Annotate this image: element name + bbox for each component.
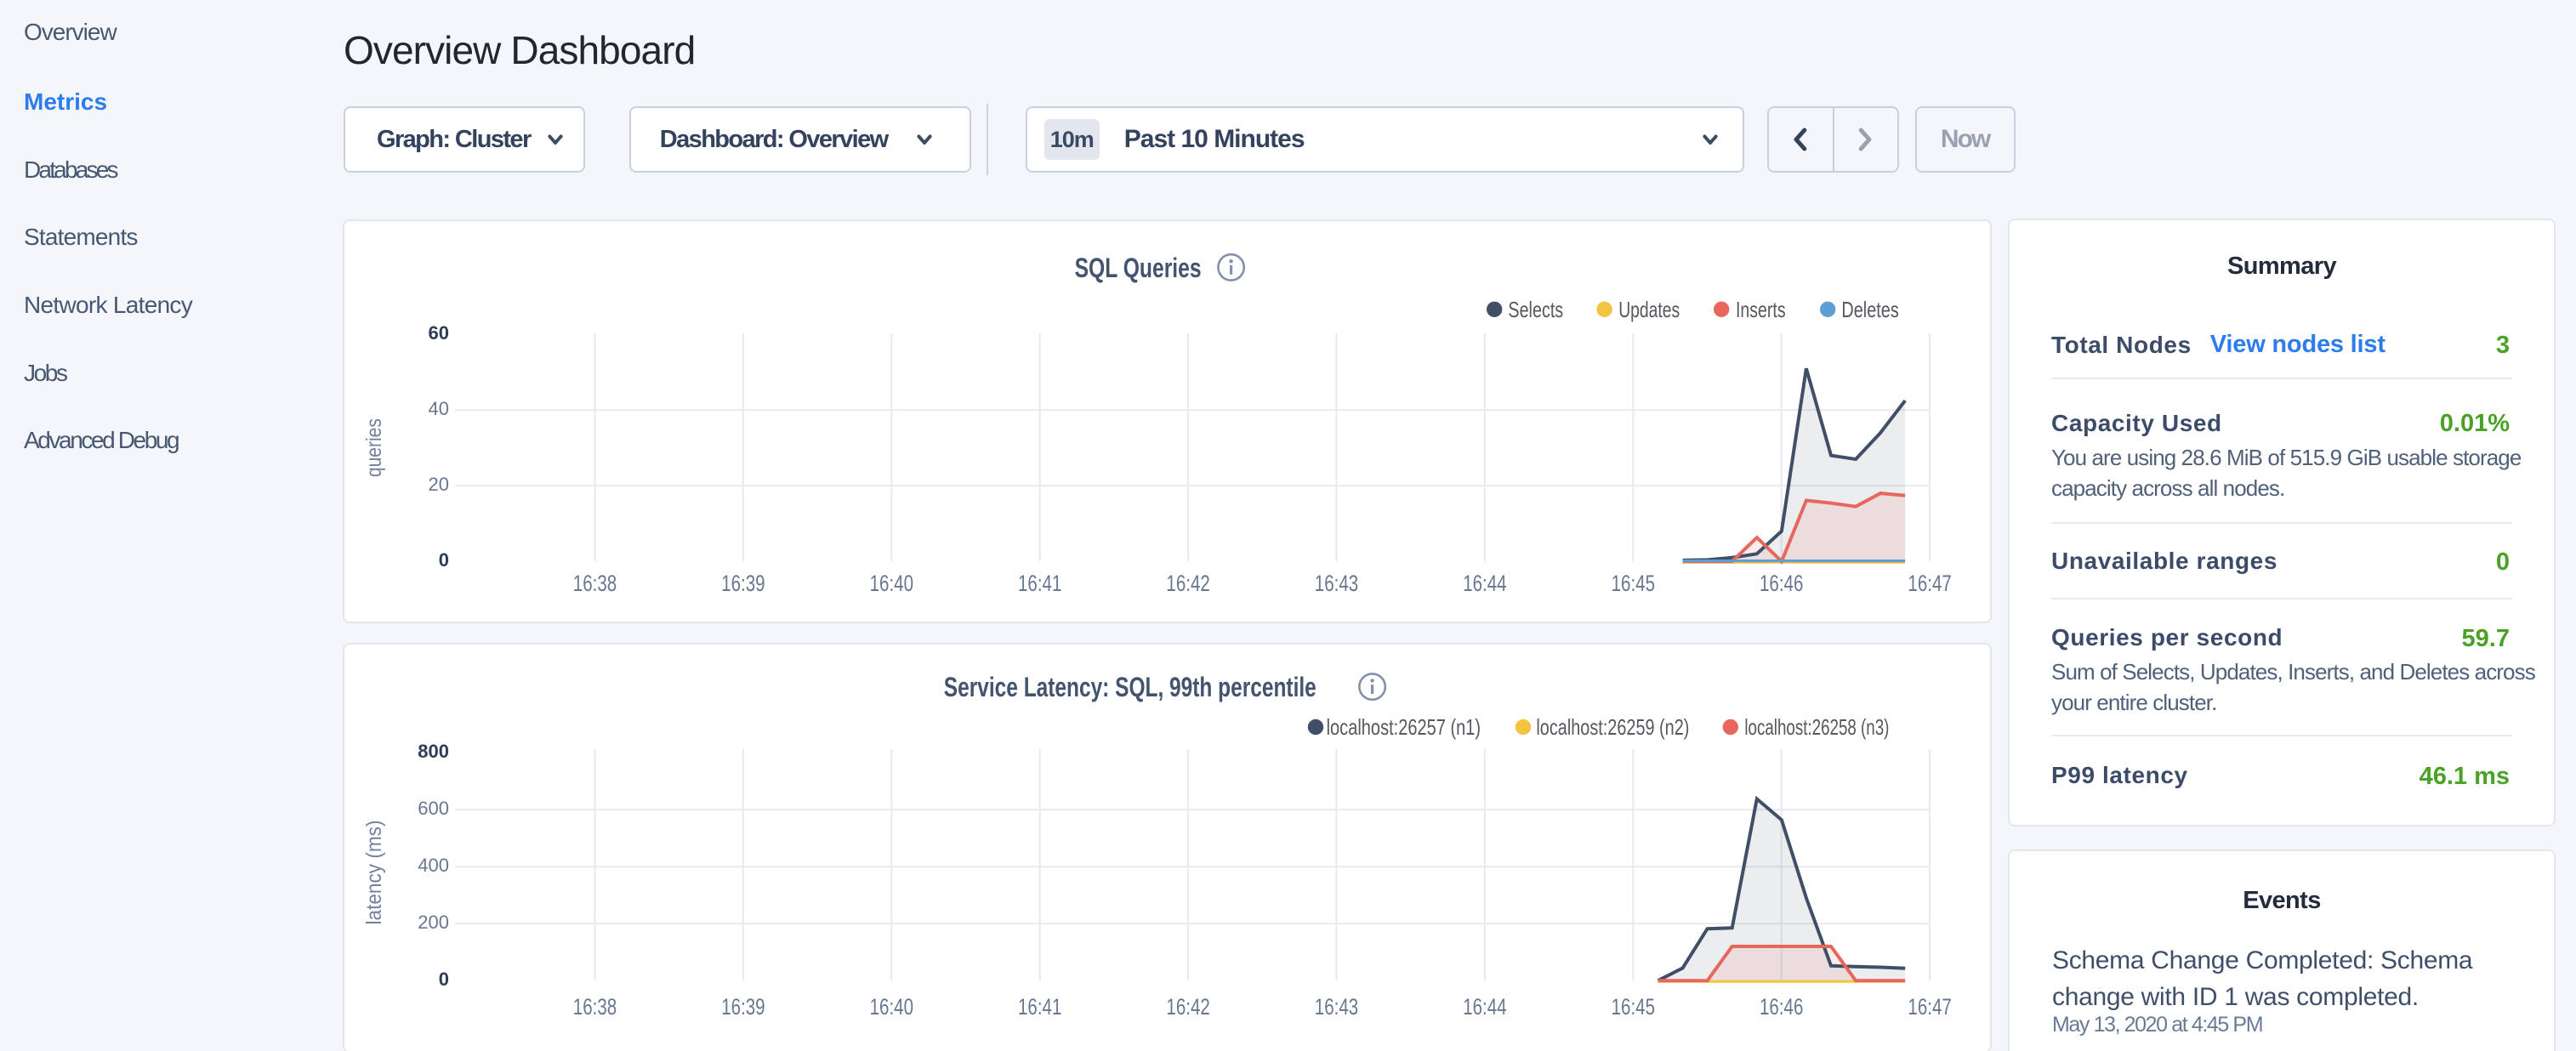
svg-text:16:39: 16:39 bbox=[721, 571, 765, 596]
svg-text:16:46: 16:46 bbox=[1760, 994, 1803, 1020]
svg-text:16:46: 16:46 bbox=[1760, 571, 1803, 596]
svg-text:16:47: 16:47 bbox=[1908, 571, 1951, 596]
svg-text:16:41: 16:41 bbox=[1018, 994, 1061, 1020]
svg-text:16:47: 16:47 bbox=[1908, 994, 1951, 1020]
svg-text:16:40: 16:40 bbox=[870, 994, 913, 1020]
svg-text:16:45: 16:45 bbox=[1612, 571, 1655, 596]
svg-text:16:43: 16:43 bbox=[1315, 994, 1358, 1020]
svg-text:16:43: 16:43 bbox=[1315, 571, 1358, 596]
svg-text:600: 600 bbox=[418, 798, 449, 819]
svg-text:0: 0 bbox=[439, 969, 449, 990]
svg-text:200: 200 bbox=[418, 912, 449, 933]
svg-text:16:38: 16:38 bbox=[573, 571, 617, 596]
svg-text:queries: queries bbox=[362, 418, 386, 477]
svg-text:Deletes: Deletes bbox=[1841, 297, 1898, 322]
svg-text:SQL Queries: SQL Queries bbox=[1075, 252, 1202, 283]
svg-text:Selects: Selects bbox=[1508, 297, 1563, 322]
svg-text:800: 800 bbox=[418, 741, 449, 762]
svg-text:localhost:26259 (n2): localhost:26259 (n2) bbox=[1536, 714, 1689, 740]
svg-text:20: 20 bbox=[429, 474, 449, 495]
svg-text:16:38: 16:38 bbox=[573, 994, 617, 1020]
svg-text:localhost:26257 (n1): localhost:26257 (n1) bbox=[1327, 714, 1481, 740]
svg-text:localhost:26258 (n3): localhost:26258 (n3) bbox=[1744, 714, 1889, 740]
svg-text:16:40: 16:40 bbox=[870, 571, 913, 596]
svg-text:60: 60 bbox=[429, 322, 449, 344]
svg-text:Updates: Updates bbox=[1618, 297, 1680, 322]
svg-text:16:39: 16:39 bbox=[721, 994, 765, 1020]
svg-text:0: 0 bbox=[439, 549, 449, 571]
svg-text:16:45: 16:45 bbox=[1612, 994, 1655, 1020]
svg-text:400: 400 bbox=[418, 855, 449, 876]
svg-text:16:42: 16:42 bbox=[1166, 571, 1209, 596]
svg-text:latency (ms): latency (ms) bbox=[362, 821, 386, 925]
svg-text:Inserts: Inserts bbox=[1736, 297, 1786, 322]
svg-text:16:42: 16:42 bbox=[1166, 994, 1209, 1020]
svg-text:16:44: 16:44 bbox=[1463, 571, 1506, 596]
svg-text:Service Latency: SQL, 99th per: Service Latency: SQL, 99th percentile bbox=[944, 671, 1316, 702]
svg-text:16:41: 16:41 bbox=[1018, 571, 1061, 596]
svg-text:40: 40 bbox=[429, 398, 449, 419]
svg-text:16:44: 16:44 bbox=[1463, 994, 1506, 1020]
